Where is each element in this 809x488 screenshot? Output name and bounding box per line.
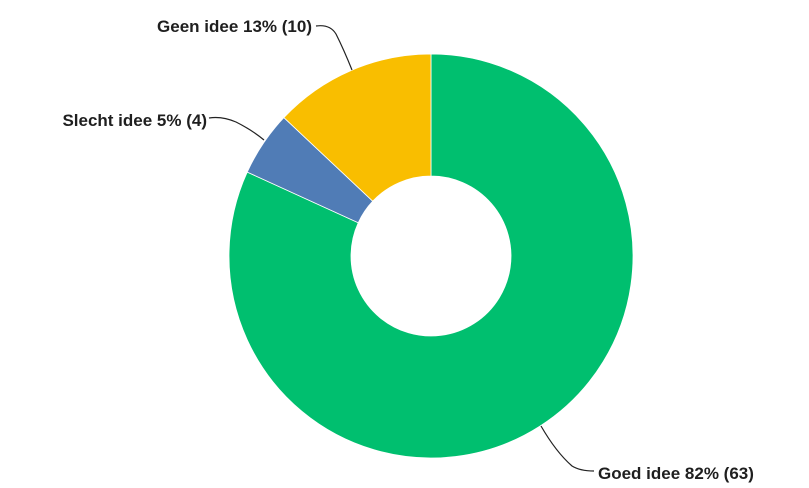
- slice-label-slecht-idee: Slecht idee 5% (4): [62, 111, 207, 130]
- leader-lines: [208, 25, 595, 472]
- slice-label-geen-idee: Geen idee 13% (10): [157, 17, 312, 36]
- leader-line-goed-idee: [540, 425, 595, 472]
- slice-goed-idee[interactable]: [228, 53, 634, 459]
- slice-label-goed-idee: Goed idee 82% (63): [598, 464, 754, 483]
- leader-line-slecht-idee: [208, 116, 265, 141]
- leader-line-geen-idee: [315, 25, 353, 71]
- slice-geen-idee[interactable]: [283, 53, 432, 202]
- slice-labels: Goed idee 82% (63) Slecht idee 5% (4) Ge…: [62, 17, 753, 483]
- slices-layer: [228, 53, 634, 459]
